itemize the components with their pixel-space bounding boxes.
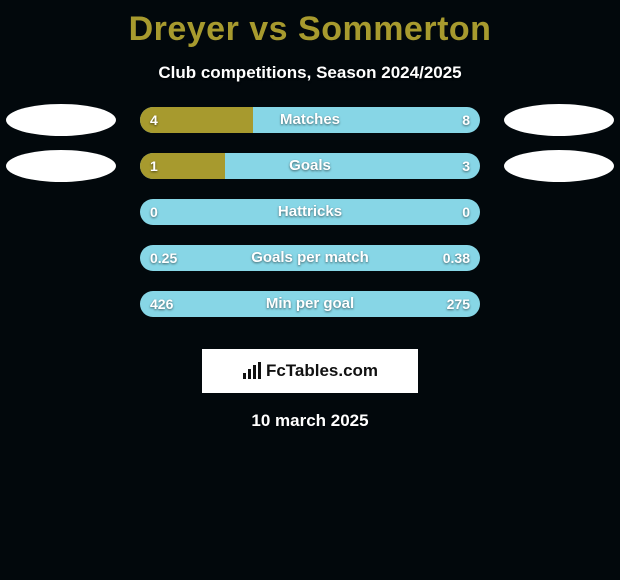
stat-value-left: 0 <box>150 199 158 225</box>
stat-value-right: 275 <box>447 291 470 317</box>
stat-value-left: 426 <box>150 291 173 317</box>
date-label: 10 march 2025 <box>0 411 620 431</box>
stat-bar-track <box>140 291 480 317</box>
player-avatar-left <box>6 150 116 182</box>
stat-value-right: 3 <box>462 153 470 179</box>
stat-value-left: 0.25 <box>150 245 177 271</box>
stat-row: Goals13 <box>0 153 620 199</box>
bar-chart-icon <box>242 362 262 380</box>
stat-row: Matches48 <box>0 107 620 153</box>
brand-label: FcTables.com <box>266 361 378 381</box>
subtitle: Club competitions, Season 2024/2025 <box>0 63 620 83</box>
stat-row: Min per goal426275 <box>0 291 620 337</box>
stat-row: Goals per match0.250.38 <box>0 245 620 291</box>
stat-bar-track <box>140 245 480 271</box>
brand-badge: FcTables.com <box>202 349 418 393</box>
stat-bar-track <box>140 199 480 225</box>
stat-value-left: 4 <box>150 107 158 133</box>
stat-value-left: 1 <box>150 153 158 179</box>
stat-value-right: 0 <box>462 199 470 225</box>
stat-value-right: 0.38 <box>443 245 470 271</box>
stat-row: Hattricks00 <box>0 199 620 245</box>
stat-rows: Matches48Goals13Hattricks00Goals per mat… <box>0 107 620 337</box>
stat-bar-track <box>140 107 480 133</box>
page-title: Dreyer vs Sommerton <box>0 0 620 49</box>
comparison-infographic: Dreyer vs Sommerton Club competitions, S… <box>0 0 620 580</box>
player-avatar-right <box>504 104 614 136</box>
player-avatar-left <box>6 104 116 136</box>
player-avatar-right <box>504 150 614 182</box>
brand-text: FcTables.com <box>242 361 378 381</box>
stat-value-right: 8 <box>462 107 470 133</box>
stat-bar-track <box>140 153 480 179</box>
